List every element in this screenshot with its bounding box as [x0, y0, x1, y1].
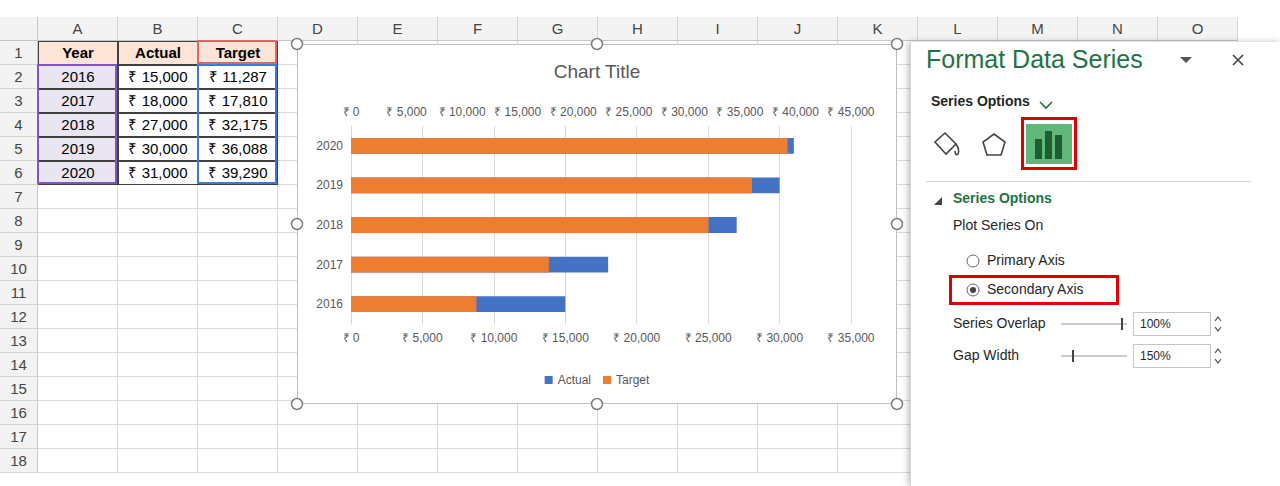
html-text:₹ 30,000: ₹ 30,000	[128, 140, 188, 157]
html-text:J: J	[793, 20, 802, 37]
html-text:D: D	[312, 20, 323, 37]
html-text:11: 11	[10, 284, 27, 301]
html-text:10: 10	[10, 260, 27, 277]
html-text:Secondary Axis: Secondary Axis	[987, 281, 1084, 297]
html-text:F: F	[472, 20, 483, 37]
html-text:Primary Axis: Primary Axis	[987, 252, 1065, 268]
svg-text:₹ 25,000: ₹ 25,000	[605, 105, 652, 119]
html-text:Series Options: Series Options	[953, 190, 1052, 206]
svg-text:₹ 40,000: ₹ 40,000	[772, 105, 819, 119]
html-text:₹ 18,000: ₹ 18,000	[128, 92, 188, 109]
svg-text:₹ 20,000: ₹ 20,000	[613, 331, 660, 345]
html-text:N: N	[1112, 20, 1123, 37]
html-text:17: 17	[10, 428, 27, 445]
html-text:15: 15	[10, 380, 27, 397]
html-text:Format Data Series: Format Data Series	[926, 45, 1143, 73]
html-text:₹ 17,810: ₹ 17,810	[208, 92, 268, 109]
svg-text:₹ 35,000: ₹ 35,000	[716, 105, 763, 119]
html-text:₹ 27,000: ₹ 27,000	[128, 116, 188, 133]
svg-text:₹ 0: ₹ 0	[342, 105, 359, 119]
html-text:16: 16	[10, 404, 27, 421]
svg-text:₹ 30,000: ₹ 30,000	[661, 105, 708, 119]
html-text:₹ 39,290: ₹ 39,290	[208, 164, 268, 181]
html-text:6: 6	[14, 164, 23, 181]
html-text:Series Options: Series Options	[931, 93, 1030, 109]
html-text:E: E	[392, 20, 403, 37]
svg-text:₹ 15,000: ₹ 15,000	[542, 331, 589, 345]
html-text:K: K	[872, 20, 883, 37]
html-text:9: 9	[14, 236, 23, 253]
svg-text:₹ 0: ₹ 0	[342, 331, 359, 345]
html-text:O: O	[1191, 20, 1204, 37]
html-text:Plot Series On: Plot Series On	[953, 217, 1044, 233]
html-text:H: H	[632, 20, 643, 37]
svg-text:₹ 25,000: ₹ 25,000	[685, 331, 732, 345]
html-text:3: 3	[14, 92, 23, 109]
html-text:I: I	[715, 20, 720, 37]
html-text:150%: 150%	[1140, 349, 1171, 363]
html-text:Target: Target	[215, 44, 261, 61]
html-text:₹ 32,175: ₹ 32,175	[208, 116, 268, 133]
svg-text:₹ 35,000: ₹ 35,000	[827, 331, 874, 345]
html-text:Actual: Actual	[135, 44, 181, 61]
html-text:100%: 100%	[1140, 317, 1171, 331]
html-text:13: 13	[10, 332, 27, 349]
svg-text:₹ 20,000: ₹ 20,000	[550, 105, 597, 119]
html-text:₹ 15,000: ₹ 15,000	[128, 68, 188, 85]
html-text:Series Overlap: Series Overlap	[953, 315, 1046, 331]
html-text:₹ 11,287: ₹ 11,287	[209, 68, 267, 85]
html-text:4: 4	[14, 116, 23, 133]
html-text:₹ 36,088: ₹ 36,088	[208, 140, 268, 157]
html-text:2016: 2016	[61, 68, 95, 85]
html-text:18: 18	[10, 452, 27, 469]
html-text:Year: Year	[62, 44, 94, 61]
html-text:₹ 31,000: ₹ 31,000	[128, 164, 188, 181]
html-text:B: B	[152, 20, 163, 37]
html-text:Gap Width: Gap Width	[953, 347, 1020, 363]
svg-text:Chart Title: Chart Title	[554, 61, 641, 82]
html-text:2019: 2019	[61, 140, 95, 157]
html-text:8: 8	[14, 212, 23, 229]
html-text:5: 5	[14, 140, 23, 157]
html-text:2020: 2020	[61, 164, 95, 181]
svg-text:₹ 10,000: ₹ 10,000	[439, 105, 486, 119]
svg-text:2017: 2017	[316, 258, 343, 272]
svg-text:₹ 45,000: ₹ 45,000	[827, 105, 874, 119]
svg-text:2016: 2016	[316, 297, 343, 311]
svg-text:2019: 2019	[316, 178, 343, 192]
svg-text:2018: 2018	[316, 218, 343, 232]
html-text:2017: 2017	[61, 92, 95, 109]
svg-text:₹ 5,000: ₹ 5,000	[386, 105, 427, 119]
html-text:1: 1	[14, 44, 23, 61]
html-text:14: 14	[10, 356, 27, 373]
html-text:G: G	[551, 20, 564, 37]
html-text:A: A	[72, 20, 83, 37]
html-text:12: 12	[10, 308, 27, 325]
html-text:7: 7	[14, 188, 23, 205]
svg-text:Actual: Actual	[558, 373, 591, 387]
svg-text:2020: 2020	[316, 139, 343, 153]
html-text:M: M	[1031, 20, 1044, 37]
html-text:2018: 2018	[61, 116, 95, 133]
html-text:2: 2	[14, 68, 23, 85]
svg-text:₹ 5,000: ₹ 5,000	[402, 331, 443, 345]
svg-text:Target: Target	[616, 373, 650, 387]
svg-text:₹ 30,000: ₹ 30,000	[756, 331, 803, 345]
svg-text:₹ 10,000: ₹ 10,000	[470, 331, 517, 345]
html-text:L: L	[953, 20, 962, 37]
svg-text:₹ 15,000: ₹ 15,000	[494, 105, 541, 119]
html-text:C: C	[232, 20, 243, 37]
